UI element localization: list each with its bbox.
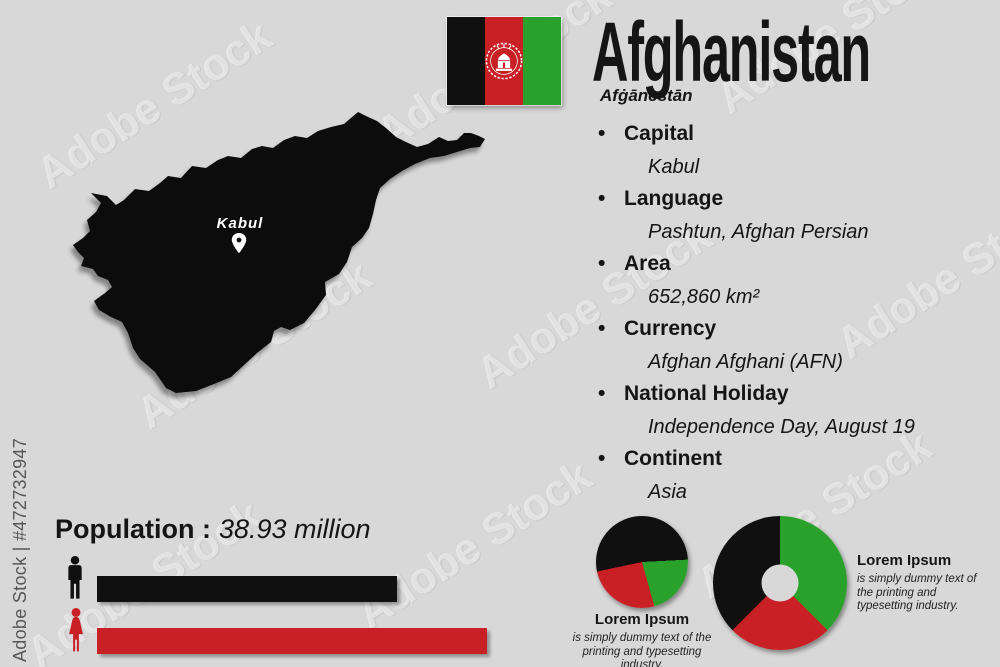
- country-facts-list: • Capital Kabul • Language Pashtun, Afghan…: [598, 118, 998, 508]
- fact-value: Kabul: [648, 155, 700, 178]
- donut-chart: [713, 516, 847, 650]
- pie-caption-title: Lorem Ipsum: [594, 611, 690, 628]
- fact-label: • Currency: [598, 313, 998, 346]
- donut-hole: [761, 564, 799, 602]
- bullet: •: [598, 252, 606, 275]
- population-label: Population :: [55, 514, 211, 544]
- page-title: Afghanistan: [592, 5, 871, 99]
- donut-caption: Lorem Ipsum is simply dummy text of the …: [857, 552, 982, 614]
- stock-id-watermark: Adobe Stock | #472732947: [10, 437, 30, 662]
- female-icon: [69, 608, 83, 652]
- fact-value: Asia: [648, 480, 687, 503]
- fact-label: • Area: [598, 248, 998, 281]
- fact-label: • Language: [598, 183, 998, 216]
- bullet: •: [598, 447, 606, 470]
- watermark-text: Adobe Stock: [348, 450, 601, 639]
- watermark-text: Adobe Stock: [28, 10, 281, 199]
- flag-emblem-icon: [485, 42, 523, 80]
- pie-caption-text: is simply dummy text of the printing and…: [857, 573, 977, 612]
- fact-value: Afghan Afghani (AFN): [648, 350, 843, 373]
- fact-value: 652,860 km²: [648, 285, 760, 308]
- watermark-text: Adobe Stock: [128, 250, 381, 439]
- country-silhouette: [73, 112, 485, 393]
- capital-city-label: Kabul: [217, 215, 264, 232]
- location-pin-icon: [231, 233, 247, 254]
- pie-caption-title: Lorem Ipsum: [857, 552, 952, 569]
- flag-black-stripe: [447, 17, 485, 105]
- female-bar-track: [97, 628, 487, 654]
- female-population-bar: [97, 628, 487, 654]
- flag-green-stripe: [523, 17, 561, 105]
- male-icon: [68, 556, 82, 599]
- pie-small-caption: Lorem Ipsum is simply dummy text of the …: [570, 611, 714, 667]
- population-value: 38.93 million: [218, 514, 371, 544]
- page-subtitle: Afġānestān: [600, 86, 693, 105]
- fact-label: • Capital: [598, 118, 998, 151]
- pie-chart-small: [596, 516, 688, 608]
- population-line: Population :38.93 million: [55, 514, 371, 545]
- fact-label: • National Holiday: [598, 378, 998, 411]
- bullet: •: [598, 382, 606, 405]
- bullet: •: [598, 317, 606, 340]
- flag-red-stripe: [485, 17, 523, 105]
- fact-label: • Continent: [598, 443, 998, 476]
- fact-value: Independence Day, August 19: [648, 415, 915, 438]
- bullet: •: [598, 187, 606, 210]
- male-population-bar: [97, 576, 398, 602]
- fact-value: Pashtun, Afghan Persian: [648, 220, 869, 243]
- pie-caption-text: is simply dummy text of the printing and…: [572, 632, 712, 667]
- male-bar-track: [97, 576, 487, 602]
- afghanistan-flag: [446, 16, 562, 106]
- bullet: •: [598, 122, 606, 145]
